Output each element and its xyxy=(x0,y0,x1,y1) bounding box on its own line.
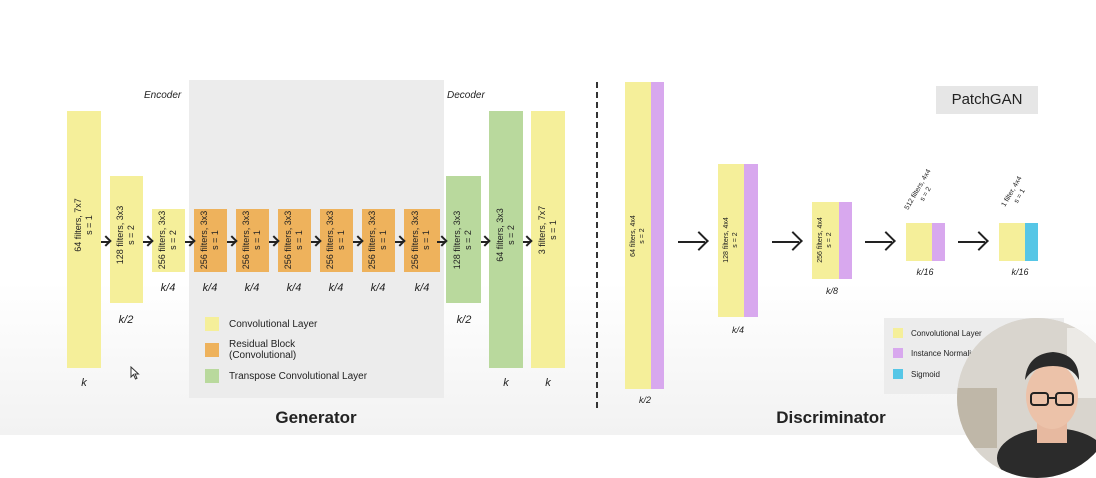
disc-legend-norm: Instance Normalization xyxy=(893,348,992,358)
gen-arrow-6 xyxy=(311,241,319,243)
disc-block-3-dim: k/8 xyxy=(825,286,839,296)
disc-block-2-dim: k/4 xyxy=(731,325,745,335)
gen-block-3-label: 256 filters, 3x3 s = 2 xyxy=(157,210,178,270)
disc-block-1 xyxy=(625,82,651,389)
gen-res-block-3-label: 256 filters, 3x3 s = 1 xyxy=(283,210,304,270)
gen-arrow-1 xyxy=(101,241,109,243)
gen-res-block-1-dim: k/4 xyxy=(202,282,218,294)
gen-res-block-1-label: 256 filters, 3x3 s = 1 xyxy=(199,210,220,270)
disc-arrow-4 xyxy=(958,241,985,243)
gen-arrow-8 xyxy=(395,241,403,243)
gen-block-2-dim: k/2 xyxy=(118,314,134,326)
gen-arrow-7 xyxy=(353,241,361,243)
legend-swatch-transpose xyxy=(205,369,219,383)
disc-legend-label-sigmoid: Sigmoid xyxy=(911,369,940,379)
disc-block-3-norm xyxy=(839,202,852,279)
gen-block-1-dim: k xyxy=(81,377,87,389)
gen-arrow-3 xyxy=(185,241,193,243)
gen-res-block-2 xyxy=(236,209,269,272)
legend-swatch-conv xyxy=(205,317,219,331)
gen-res-block-5 xyxy=(362,209,395,272)
disc-block-4 xyxy=(906,223,932,261)
encoder-label: Encoder xyxy=(144,90,182,101)
disc-block-1-label: 64 filters, 4x4 s = 2 xyxy=(630,215,646,257)
gen-transpose-block-1-dim: k/2 xyxy=(456,314,472,326)
gen-res-block-5-dim: k/4 xyxy=(370,282,386,294)
disc-legend-swatch-sigmoid xyxy=(893,369,903,379)
gen-res-block-3 xyxy=(278,209,311,272)
gen-block-final xyxy=(531,111,565,368)
legend-swatch-residual xyxy=(205,343,219,357)
gen-arrow-5 xyxy=(269,241,277,243)
disc-block-2-label: 128 filters, 4x4 s = 2 xyxy=(723,217,739,263)
disc-block-3 xyxy=(812,202,839,279)
disc-block-4-dim: k/16 xyxy=(916,267,934,277)
gen-res-block-3-dim: k/4 xyxy=(286,282,302,294)
disc-legend-label-norm: Instance Normalization xyxy=(911,348,993,358)
legend-label-residual: Residual Block (Convolutional) xyxy=(229,339,297,361)
gen-res-block-5-label: 256 filters, 3x3 s = 1 xyxy=(367,210,388,270)
legend-label-conv: Convolutional Layer xyxy=(229,318,318,330)
disc-block-1-norm xyxy=(651,82,664,389)
gen-block-2-label: 128 filters, 3x3 s = 2 xyxy=(115,205,136,265)
disc-block-2-norm xyxy=(744,164,758,317)
gen-legend-residual: Residual Block (Convolutional) xyxy=(205,339,296,361)
disc-block-4-norm xyxy=(932,223,945,261)
gen-block-3 xyxy=(152,209,185,272)
disc-legend-conv: Convolutional Layer xyxy=(893,328,982,338)
gen-res-block-6-dim: k/4 xyxy=(414,282,430,294)
gen-block-1-label: 64 filters, 7x7 s = 1 xyxy=(73,198,94,252)
gen-transpose-block-2-dim: k xyxy=(503,377,509,389)
disc-block-5-label: 1 filter, 4x4 s = 1 xyxy=(1000,175,1027,209)
disc-arrow-1 xyxy=(678,241,705,243)
gen-legend-transpose: Transpose Convolutional Layer xyxy=(205,369,367,383)
disc-legend-swatch-norm xyxy=(893,348,903,358)
gen-res-block-4-label: 256 filters, 3x3 s = 1 xyxy=(325,210,346,270)
section-divider xyxy=(596,82,598,408)
gen-block-2 xyxy=(110,176,143,303)
gen-block-final-dim: k xyxy=(545,377,551,389)
gen-legend-conv: Convolutional Layer xyxy=(205,317,317,331)
gen-res-block-1 xyxy=(194,209,227,272)
disc-arrow-2 xyxy=(772,241,799,243)
mouse-cursor-icon xyxy=(130,366,140,380)
gen-transpose-block-2 xyxy=(489,111,523,368)
disc-block-4-label: 512 filters, 4x4 s = 2 xyxy=(903,168,933,212)
legend-label-transpose: Transpose Convolutional Layer xyxy=(229,370,368,382)
gen-arrow-11 xyxy=(523,241,530,243)
generator-title: Generator xyxy=(275,408,357,427)
disc-block-5-dim: k/16 xyxy=(1011,267,1029,277)
gen-res-block-4-dim: k/4 xyxy=(328,282,344,294)
disc-block-2 xyxy=(718,164,744,317)
gen-arrow-9 xyxy=(437,241,445,243)
gen-res-block-2-dim: k/4 xyxy=(244,282,260,294)
gen-res-block-4 xyxy=(320,209,353,272)
disc-legend-swatch-conv xyxy=(893,328,903,338)
disc-legend-sigmoid: Sigmoid xyxy=(893,369,940,379)
disc-arrow-3 xyxy=(865,241,892,243)
gen-block-3-dim: k/4 xyxy=(160,282,176,294)
gen-arrow-10 xyxy=(481,241,488,243)
gen-res-block-2-label: 256 filters, 3x3 s = 1 xyxy=(241,210,262,270)
gen-transpose-block-1 xyxy=(446,176,481,303)
disc-block-5 xyxy=(999,223,1025,261)
gen-block-final-label: 3 filters, 7x7 s = 1 xyxy=(537,205,558,255)
gen-arrow-2 xyxy=(143,241,151,243)
gen-transpose-block-2-label: 64 filters, 3x3 s = 2 xyxy=(495,208,516,262)
gen-res-block-6 xyxy=(404,209,440,272)
gen-arrow-4 xyxy=(227,241,235,243)
patchgan-badge: PatchGAN xyxy=(936,86,1038,114)
disc-block-5-sigmoid xyxy=(1025,223,1038,261)
disc-block-3-label: 256 filters, 4x4 s = 2 xyxy=(817,217,833,263)
disc-block-1-dim: k/2 xyxy=(638,395,652,405)
gen-res-block-6-label: 256 filters, 3x3 s = 1 xyxy=(410,210,431,270)
gen-transpose-block-1-label: 128 filters, 3x3 s = 2 xyxy=(452,210,473,270)
disc-legend-label-conv: Convolutional Layer xyxy=(911,328,982,338)
gen-block-1 xyxy=(67,111,101,368)
discriminator-title: Discriminator xyxy=(776,408,886,427)
decoder-label: Decoder xyxy=(447,90,485,101)
